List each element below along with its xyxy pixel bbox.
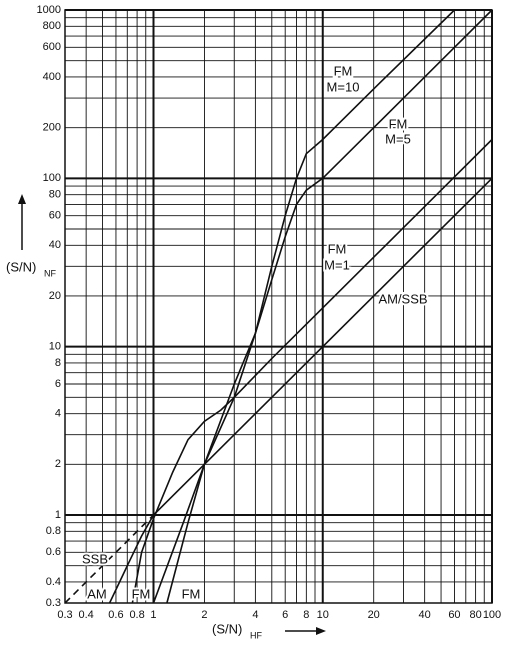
series-label: M=5 xyxy=(385,131,411,146)
x-tick-label: 6 xyxy=(282,609,288,621)
series-label: M=10 xyxy=(327,79,360,94)
y-tick-label: 0.4 xyxy=(46,576,61,588)
series-label: M=1 xyxy=(324,257,350,272)
annotation: FM xyxy=(132,586,151,601)
x-tick-label: 8 xyxy=(303,609,309,621)
series-line xyxy=(64,514,155,604)
y-tick-label: 10 xyxy=(49,341,61,353)
series-label: FM xyxy=(389,116,408,131)
y-tick-label: 8 xyxy=(55,357,61,369)
x-axis-label-sub: HF xyxy=(250,630,262,640)
y-axis-label: (S/N) xyxy=(6,259,36,274)
y-tick-label: 80 xyxy=(49,189,61,201)
series-label: AM xyxy=(87,586,107,601)
series-label: SSB xyxy=(82,551,108,566)
x-tick-label: 60 xyxy=(448,609,460,621)
y-tick-label: 1 xyxy=(55,509,61,521)
y-tick-label: 6 xyxy=(55,378,61,390)
x-tick-label: 2 xyxy=(201,609,207,621)
series-label: FM xyxy=(328,241,347,256)
series-line xyxy=(131,138,493,604)
x-tick-label: 4 xyxy=(252,609,258,621)
y-tick-label: 600 xyxy=(43,41,61,53)
y-tick-label: 2 xyxy=(55,458,61,470)
annotation: FM xyxy=(182,586,201,601)
series-line xyxy=(166,9,456,604)
y-tick-label: 400 xyxy=(43,71,61,83)
y-tick-label: 1000 xyxy=(37,4,61,16)
y-tick-label: 0.6 xyxy=(46,546,61,558)
y-axis-label-sub: NF xyxy=(44,268,56,278)
y-arrow-head xyxy=(18,194,26,204)
x-tick-label: 0.3 xyxy=(57,609,72,621)
series-line xyxy=(152,177,493,516)
x-tick-label: 10 xyxy=(317,609,329,621)
x-tick-label: 20 xyxy=(368,609,380,621)
y-tick-label: 0.3 xyxy=(46,597,61,609)
x-axis-label: (S/N) xyxy=(212,621,242,636)
x-tick-label: 1 xyxy=(150,609,156,621)
y-tick-label: 4 xyxy=(55,408,61,420)
series-label: FM xyxy=(334,63,353,78)
y-tick-label: 20 xyxy=(49,290,61,302)
plot-frame xyxy=(64,9,493,604)
y-tick-label: 0.8 xyxy=(46,525,61,537)
x-tick-label: 0.6 xyxy=(108,609,123,621)
y-tick-label: 200 xyxy=(43,122,61,134)
y-tick-label: 800 xyxy=(43,20,61,32)
y-tick-label: 100 xyxy=(43,172,61,184)
x-arrow-head xyxy=(316,627,326,635)
series-label: AM/SSB xyxy=(378,291,427,306)
y-tick-label: 60 xyxy=(49,210,61,222)
x-tick-label: 40 xyxy=(419,609,431,621)
y-tick-label: 40 xyxy=(49,239,61,251)
x-tick-label: 0.4 xyxy=(78,609,93,621)
x-tick-label: 100 xyxy=(483,609,501,621)
x-tick-label: 0.8 xyxy=(129,609,144,621)
series-line xyxy=(108,514,155,604)
x-tick-label: 80 xyxy=(469,609,481,621)
